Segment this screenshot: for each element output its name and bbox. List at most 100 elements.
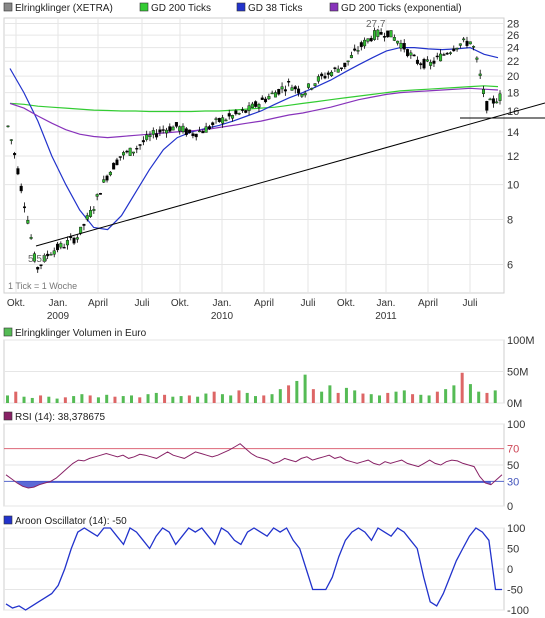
candle-body bbox=[432, 60, 436, 64]
y-tick-label: 8 bbox=[507, 214, 513, 226]
volume-bar bbox=[427, 395, 431, 403]
volume-bar bbox=[204, 393, 208, 403]
candle-body bbox=[95, 194, 99, 197]
candle-body bbox=[250, 103, 254, 109]
volume-y-tick-labels: 100M 50M 0M bbox=[507, 335, 535, 410]
candle-body bbox=[306, 83, 310, 88]
aroon-panel: 100 50 0 -50 -100 Aroon Oscillator (14): -50 bbox=[3, 515, 529, 617]
y-tick-label: 0 bbox=[507, 501, 513, 513]
y-tick-label: 70 bbox=[507, 444, 519, 456]
legend-swatch bbox=[329, 2, 339, 12]
volume-bar bbox=[270, 394, 274, 403]
volume-bar bbox=[419, 394, 423, 403]
candle-body bbox=[92, 209, 96, 211]
main-series bbox=[6, 27, 502, 273]
candle-body bbox=[194, 133, 198, 138]
candle-body bbox=[112, 162, 116, 170]
volume-bar bbox=[444, 389, 448, 403]
volume-bar bbox=[378, 395, 381, 403]
candle-body bbox=[468, 41, 472, 45]
y-tick-label: -50 bbox=[507, 585, 523, 597]
legend-label: GD 38 Ticks bbox=[248, 3, 302, 14]
candle-body bbox=[277, 89, 281, 95]
candle-body bbox=[402, 43, 406, 50]
volume-bar bbox=[411, 394, 415, 403]
candle-body bbox=[412, 54, 416, 57]
y-tick-label: 100M bbox=[507, 335, 535, 347]
volume-bars bbox=[6, 372, 497, 403]
y-tick-label: 6 bbox=[507, 259, 513, 271]
trendline bbox=[35, 102, 545, 247]
volume-bar bbox=[278, 389, 282, 403]
candle-body bbox=[356, 50, 360, 52]
main-y-tick-labels: 6810121416182022242628 bbox=[507, 18, 519, 271]
y-tick-label: 100 bbox=[507, 419, 525, 431]
volume-bar bbox=[55, 398, 59, 403]
x-tick-label: Okt. bbox=[337, 298, 355, 309]
volume-bar bbox=[138, 397, 142, 403]
y-tick-label: 20 bbox=[507, 71, 519, 83]
volume-bar bbox=[336, 392, 340, 403]
candle-body bbox=[280, 86, 284, 90]
candle-body bbox=[353, 48, 357, 51]
main-legend: Elringklinger (XETRA) GD 200 Ticks GD 38 T… bbox=[3, 2, 462, 14]
x-tick-label: Juli bbox=[462, 298, 477, 309]
x-tick-label: Juli bbox=[134, 298, 149, 309]
volume-bar bbox=[6, 395, 9, 403]
volume-bar bbox=[303, 374, 307, 403]
candle-body bbox=[237, 112, 241, 115]
candle-body bbox=[198, 130, 202, 133]
series-line bbox=[9, 46, 499, 231]
candle-body bbox=[191, 133, 195, 137]
candle-body bbox=[178, 126, 182, 132]
candle-body bbox=[425, 59, 429, 62]
year-label: 2011 bbox=[375, 311, 397, 322]
candle-body bbox=[247, 105, 251, 111]
candle-body bbox=[164, 129, 168, 134]
y-tick-label: 10 bbox=[507, 180, 519, 192]
legend-swatch bbox=[236, 2, 246, 12]
candle-body bbox=[422, 58, 426, 69]
candle-body bbox=[273, 92, 277, 98]
candle-body bbox=[429, 61, 433, 66]
y-tick-label: 18 bbox=[507, 88, 519, 100]
candle-body bbox=[462, 38, 466, 41]
candle-body bbox=[141, 140, 145, 143]
candle-body bbox=[155, 133, 159, 138]
candle-body bbox=[201, 131, 205, 134]
y-tick-label: 26 bbox=[507, 30, 519, 42]
candle-body bbox=[89, 210, 93, 217]
aroon-legend: Aroon Oscillator (14): -50 bbox=[15, 516, 127, 527]
volume-bar bbox=[187, 395, 191, 403]
candle-body bbox=[9, 139, 13, 141]
rsi-panel: 100 70 50 30 0 RSI (14): 38,378675 bbox=[3, 411, 525, 513]
candle-body bbox=[316, 76, 320, 82]
candle-body bbox=[254, 101, 258, 107]
candle-body bbox=[118, 156, 122, 158]
candle-body bbox=[303, 92, 307, 96]
candle-body bbox=[382, 36, 386, 38]
candle-body bbox=[168, 126, 172, 132]
candle-body bbox=[184, 128, 188, 135]
candle-body bbox=[349, 55, 353, 59]
candle-body bbox=[478, 73, 482, 76]
x-tick-label: Okt. bbox=[171, 298, 189, 309]
volume-bar bbox=[80, 394, 84, 403]
candle-body bbox=[131, 151, 135, 154]
volume-bar bbox=[121, 396, 125, 403]
volume-bar bbox=[386, 392, 390, 403]
volume-bar bbox=[477, 391, 481, 403]
candle-body bbox=[234, 110, 238, 115]
legend-swatch bbox=[3, 2, 13, 12]
volume-bar bbox=[237, 390, 241, 403]
candle-body bbox=[336, 68, 340, 73]
y-tick-label: 100 bbox=[507, 523, 525, 535]
candle-body bbox=[495, 101, 499, 104]
candle-body bbox=[257, 104, 261, 108]
volume-bar bbox=[402, 390, 406, 403]
candle-body bbox=[498, 93, 502, 101]
candle-body bbox=[82, 223, 86, 226]
candle-body bbox=[148, 134, 152, 138]
volume-bar bbox=[361, 393, 365, 403]
